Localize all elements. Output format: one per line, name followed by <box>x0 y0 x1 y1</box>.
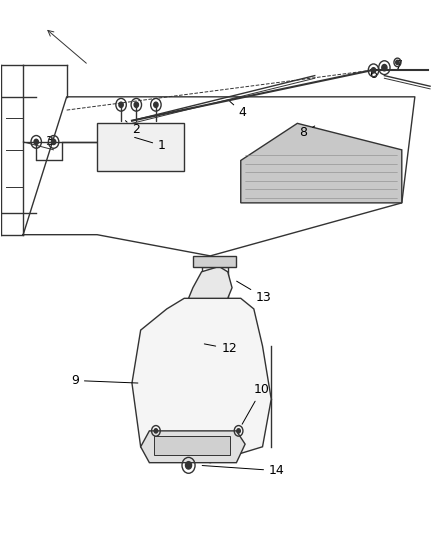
FancyBboxPatch shape <box>97 123 184 171</box>
Polygon shape <box>132 298 271 463</box>
Circle shape <box>51 139 56 144</box>
Text: 8: 8 <box>300 126 315 140</box>
Circle shape <box>134 102 138 108</box>
Polygon shape <box>141 431 245 463</box>
Text: 12: 12 <box>204 342 237 355</box>
Text: 9: 9 <box>71 374 138 387</box>
Polygon shape <box>193 256 237 266</box>
Circle shape <box>154 102 158 108</box>
Text: 13: 13 <box>237 281 272 304</box>
Circle shape <box>237 429 240 433</box>
Text: 7: 7 <box>395 59 403 71</box>
Circle shape <box>154 429 158 433</box>
Text: 14: 14 <box>202 464 285 477</box>
Text: 10: 10 <box>242 383 270 424</box>
Text: 3: 3 <box>45 135 53 148</box>
Circle shape <box>185 462 191 469</box>
Polygon shape <box>241 123 402 203</box>
Polygon shape <box>188 266 232 298</box>
Circle shape <box>34 139 39 144</box>
FancyBboxPatch shape <box>154 436 230 455</box>
Circle shape <box>396 60 399 64</box>
Circle shape <box>382 64 387 71</box>
Circle shape <box>371 68 376 73</box>
Text: 4: 4 <box>230 101 247 119</box>
Text: 2: 2 <box>125 120 140 136</box>
Circle shape <box>119 102 123 108</box>
Text: 1: 1 <box>134 138 166 152</box>
Text: 6: 6 <box>369 68 382 81</box>
